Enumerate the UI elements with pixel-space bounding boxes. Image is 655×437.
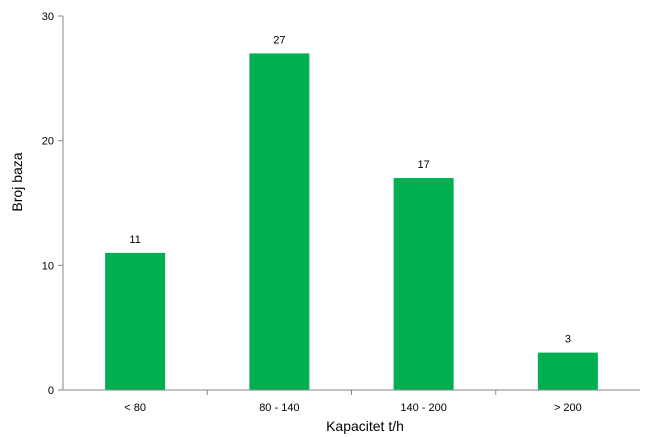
- bars: [105, 53, 598, 391]
- bar: [393, 178, 454, 390]
- bar: [249, 53, 310, 391]
- data-label: 11: [129, 234, 140, 246]
- bar: [105, 252, 166, 390]
- x-axis-title: Kapacitet t/h: [326, 418, 404, 434]
- x-tick-label: 140 - 200: [400, 402, 446, 414]
- y-axis-ticks: 0 10 20 30: [42, 11, 63, 397]
- bar: [537, 352, 598, 390]
- x-tick-label: < 80: [124, 402, 146, 414]
- y-tick-label: 20: [42, 136, 54, 148]
- y-axis-title: Broj baza: [9, 152, 25, 211]
- data-labels: 11 27 17 3: [129, 34, 571, 345]
- data-label: 17: [418, 159, 430, 171]
- x-tick-label: > 200: [554, 402, 582, 414]
- x-tick-label: 80 - 140: [259, 402, 299, 414]
- y-tick-label: 0: [48, 385, 54, 397]
- y-tick-label: 30: [42, 11, 54, 23]
- data-label: 3: [565, 334, 571, 346]
- data-label: 27: [273, 34, 285, 46]
- y-tick-label: 10: [42, 260, 54, 272]
- x-axis-ticks: < 80 80 - 140 140 - 200 > 200: [124, 390, 582, 414]
